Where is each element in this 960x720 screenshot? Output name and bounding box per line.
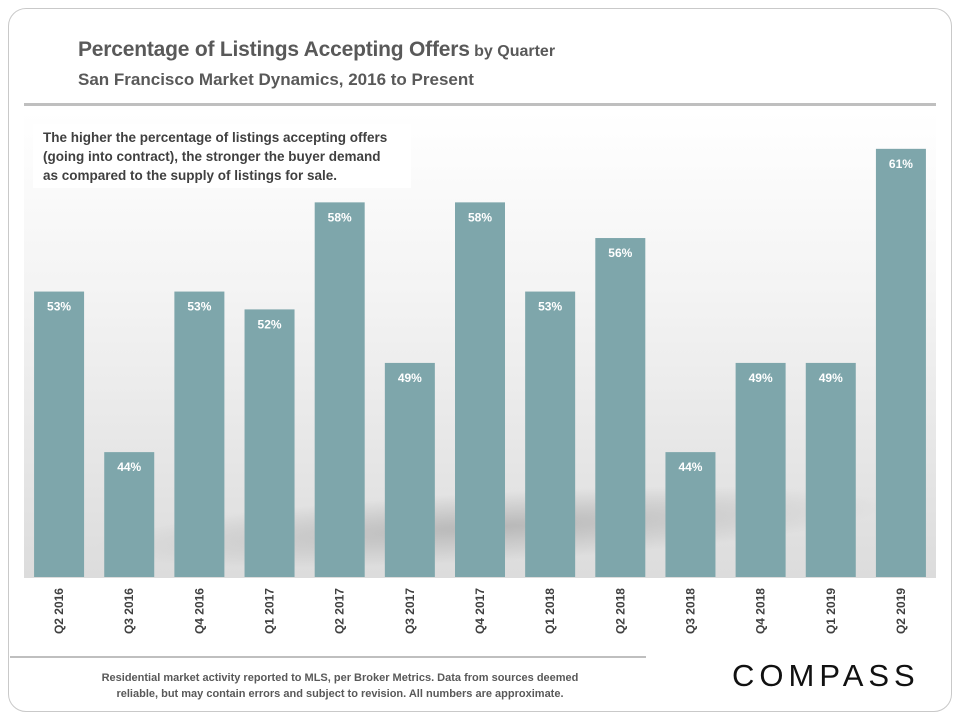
bar	[104, 452, 155, 577]
data-label: 53%	[187, 300, 211, 314]
annotation-line: as compared to the supply of listings fo…	[43, 168, 338, 183]
bar	[595, 238, 646, 578]
bar	[665, 452, 716, 577]
data-label: 61%	[889, 157, 913, 171]
bar	[174, 291, 225, 577]
annotation-line: (going into contract), the stronger the …	[43, 149, 381, 164]
annotation-line: The higher the percentage of listings ac…	[43, 130, 388, 145]
chart-subtitle: San Francisco Market Dynamics, 2016 to P…	[78, 70, 474, 89]
data-label: 56%	[608, 246, 632, 260]
x-tick-label: Q1 2018	[543, 588, 557, 634]
data-label: 53%	[47, 300, 71, 314]
compass-logo: COMPASS	[732, 658, 920, 693]
x-tick-label: Q4 2016	[192, 588, 206, 634]
title-suffix: by Quarter	[474, 43, 556, 60]
data-label: 49%	[749, 371, 773, 385]
x-tick-label: Q1 2017	[263, 588, 277, 634]
title-main: Percentage of Listings Accepting Offers	[78, 38, 470, 61]
header-divider	[24, 103, 936, 106]
x-tick-label: Q3 2017	[403, 588, 417, 634]
bar	[875, 148, 926, 577]
x-tick-label: Q2 2018	[613, 588, 627, 634]
footer-divider	[10, 656, 646, 658]
bar	[384, 362, 435, 577]
bar	[244, 309, 295, 577]
data-label: 58%	[328, 210, 352, 224]
data-label: 52%	[258, 317, 282, 331]
bar	[314, 202, 365, 578]
x-tick-label: Q2 2016	[52, 588, 66, 634]
x-tick-label: Q3 2016	[122, 588, 136, 634]
annotation-box: The higher the percentage of listings ac…	[33, 124, 411, 188]
footer-disclaimer: Residential market activity reported to …	[60, 670, 620, 702]
bar	[34, 291, 85, 577]
x-tick-label: Q4 2017	[473, 588, 487, 634]
data-label: 49%	[398, 371, 422, 385]
bar	[805, 362, 856, 577]
x-tick-label: Q1 2019	[824, 588, 838, 634]
footer-line: Residential market activity reported to …	[101, 672, 579, 684]
data-label: 58%	[468, 210, 492, 224]
bar	[525, 291, 576, 577]
data-label: 53%	[538, 300, 562, 314]
footer-line: reliable, but may contain errors and sub…	[116, 688, 564, 700]
chart-title: Percentage of Listings Accepting Offers …	[78, 38, 555, 62]
data-label: 49%	[819, 371, 843, 385]
x-tick-label: Q2 2019	[894, 588, 908, 634]
data-label: 44%	[678, 460, 702, 474]
x-tick-label: Q3 2018	[683, 588, 697, 634]
bar	[455, 202, 505, 578]
x-tick-label: Q4 2018	[754, 588, 768, 634]
x-tick-label: Q2 2017	[333, 588, 347, 634]
data-label: 44%	[117, 460, 141, 474]
bar	[735, 362, 786, 577]
